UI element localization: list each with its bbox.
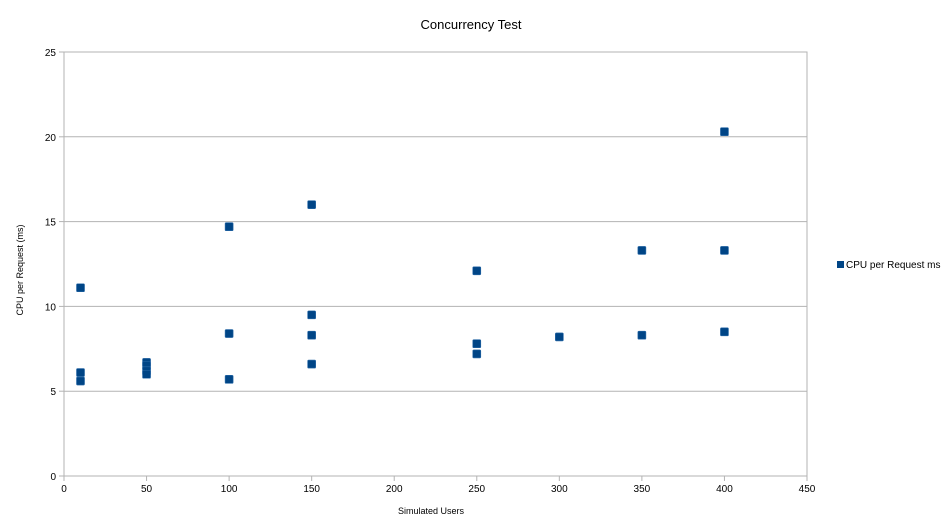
y-axis-title: CPU per Request (ms) xyxy=(15,224,25,315)
data-points xyxy=(76,127,729,386)
data-point xyxy=(76,376,85,386)
x-axis-title: Simulated Users xyxy=(398,506,465,516)
data-point xyxy=(555,332,564,342)
plot-area xyxy=(63,51,808,477)
data-point xyxy=(307,200,316,209)
x-tick-label: 250 xyxy=(468,484,485,495)
data-point xyxy=(224,222,234,231)
data-point xyxy=(76,368,85,377)
data-point xyxy=(637,246,647,255)
x-tick-label: 300 xyxy=(551,484,568,495)
y-tick-label: 25 xyxy=(45,48,57,59)
data-point xyxy=(307,310,316,320)
legend-label: CPU per Request ms xyxy=(846,260,940,271)
data-point xyxy=(142,369,151,379)
data-point xyxy=(472,266,482,276)
x-tick-label: 50 xyxy=(141,484,153,495)
data-point xyxy=(307,330,316,340)
data-point xyxy=(472,339,482,349)
y-axis-ticks: 0 5 10 15 20 25 xyxy=(45,48,64,483)
legend-marker xyxy=(837,261,844,268)
chart-title: Concurrency Test xyxy=(421,17,522,32)
data-point xyxy=(224,329,234,338)
data-point xyxy=(224,375,234,384)
x-tick-label: 450 xyxy=(799,484,816,495)
legend: CPU per Request ms xyxy=(837,260,940,271)
data-point xyxy=(720,246,729,255)
x-tick-label: 100 xyxy=(221,484,238,495)
y-tick-label: 20 xyxy=(45,133,57,144)
x-axis-ticks: 0 50 100 150 200 250 300 350 400 450 xyxy=(61,476,816,495)
x-tick-label: 200 xyxy=(386,484,403,495)
x-tick-label: 350 xyxy=(634,484,651,495)
y-tick-label: 10 xyxy=(45,302,57,313)
y-tick-label: 5 xyxy=(50,387,56,398)
data-point xyxy=(720,127,729,137)
data-point xyxy=(720,327,729,337)
data-point xyxy=(472,349,482,359)
y-tick-label: 0 xyxy=(50,472,56,483)
y-tick-label: 15 xyxy=(45,218,57,229)
data-point xyxy=(637,330,647,340)
data-point xyxy=(76,283,85,293)
gridlines xyxy=(64,51,807,477)
x-tick-label: 150 xyxy=(303,484,320,495)
x-tick-label: 0 xyxy=(61,484,67,495)
data-point xyxy=(307,359,316,369)
x-tick-label: 400 xyxy=(716,484,733,495)
